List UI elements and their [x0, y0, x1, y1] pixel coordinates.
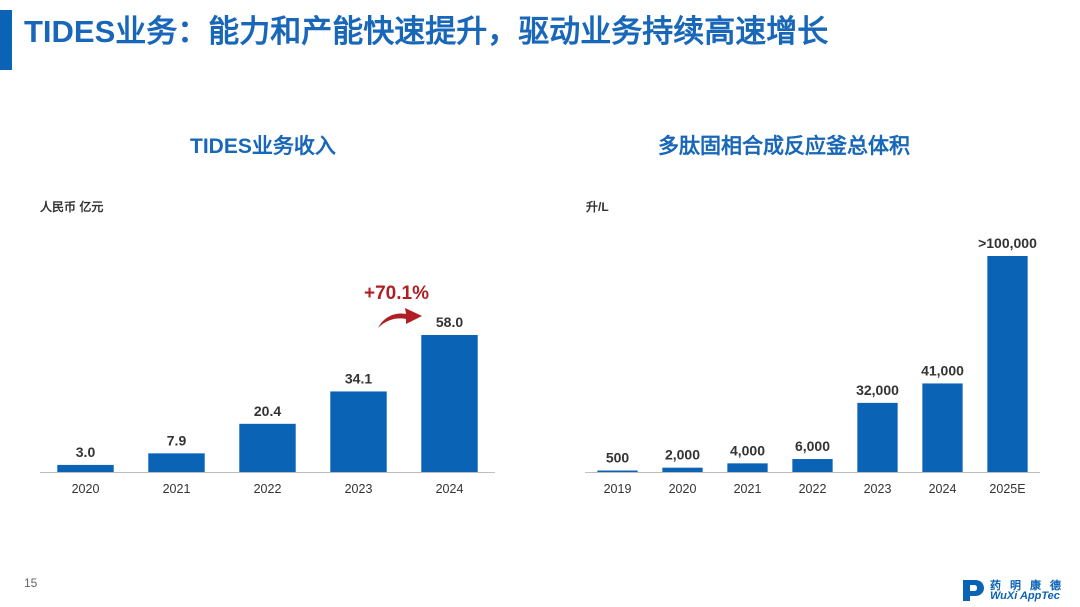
data-label-2024: 41,000 — [921, 362, 964, 378]
bar-2024 — [922, 383, 963, 472]
tick-label-2023: 2023 — [345, 482, 373, 496]
data-label-2021: 4,000 — [730, 442, 765, 458]
bar-2021 — [148, 453, 205, 472]
chart-unit-label-revenue: 人民币 亿元 — [40, 200, 104, 214]
page-number: 15 — [24, 576, 38, 590]
bar-2022 — [239, 423, 296, 472]
data-label-2024: 58.0 — [436, 314, 463, 330]
bar-2020 — [57, 464, 114, 472]
growth-annotation-label: +70.1% — [364, 283, 429, 304]
data-label-2020: 2,000 — [665, 447, 700, 463]
tick-label-2021: 2021 — [734, 482, 762, 496]
wuxi-apptec-logo-icon — [963, 580, 984, 601]
data-label-2022: 20.4 — [254, 403, 281, 419]
bar-2023 — [857, 402, 898, 472]
curved-arrow-icon — [378, 308, 422, 328]
bar-2019 — [597, 470, 638, 472]
tick-label-2022: 2022 — [799, 482, 827, 496]
data-label-2020: 3.0 — [76, 444, 96, 460]
data-label-2019: 500 — [606, 450, 630, 466]
tick-label-2024: 2024 — [929, 482, 957, 496]
logo-chinese-text: 药明康德 — [990, 580, 1070, 592]
chart-title-tides-revenue: TIDES业务收入 — [190, 135, 336, 158]
logo-english-text: WuXi AppTec — [990, 590, 1060, 602]
reactor-volume-bar-chart: 500 2019 2,000 2020 4,000 2021 6,000 2022 32,000… — [585, 235, 1040, 496]
bar-2021 — [727, 463, 768, 472]
bar-2020 — [662, 467, 703, 472]
data-label-2023: 34.1 — [345, 370, 372, 386]
tick-label-2022: 2022 — [254, 482, 282, 496]
bar-2024 — [421, 335, 478, 472]
tick-label-2020: 2020 — [669, 482, 697, 496]
title-accent-bar — [0, 10, 12, 70]
tick-label-2024: 2024 — [436, 482, 464, 496]
revenue-bar-chart: 3.0 2020 7.9 2021 20.4 2022 34.1 2023 58.0 2024 — [40, 314, 495, 496]
wuxi-apptec-logo: 药明康德 WuXi AppTec — [960, 576, 1075, 604]
tick-label-2021: 2021 — [163, 482, 191, 496]
tick-label-2019: 2019 — [604, 482, 632, 496]
chart-unit-label-volume: 升/L — [586, 200, 609, 214]
data-label-2023: 32,000 — [856, 382, 899, 398]
page-title: TIDES业务：能力和产能快速提升，驱动业务持续高速增长 — [24, 14, 829, 49]
bar-2022 — [792, 459, 833, 472]
tick-label-2023: 2023 — [864, 482, 892, 496]
bar-2025E — [987, 256, 1028, 472]
data-label-2022: 6,000 — [795, 438, 830, 454]
tick-label-2025E: 2025E — [989, 482, 1025, 496]
tick-label-2020: 2020 — [72, 482, 100, 496]
chart-title-reactor-volume: 多肽固相合成反应釜总体积 — [658, 135, 910, 158]
data-label-2021: 7.9 — [167, 432, 187, 448]
bar-2023 — [330, 391, 387, 472]
data-label-2025E: >100,000 — [978, 235, 1037, 251]
